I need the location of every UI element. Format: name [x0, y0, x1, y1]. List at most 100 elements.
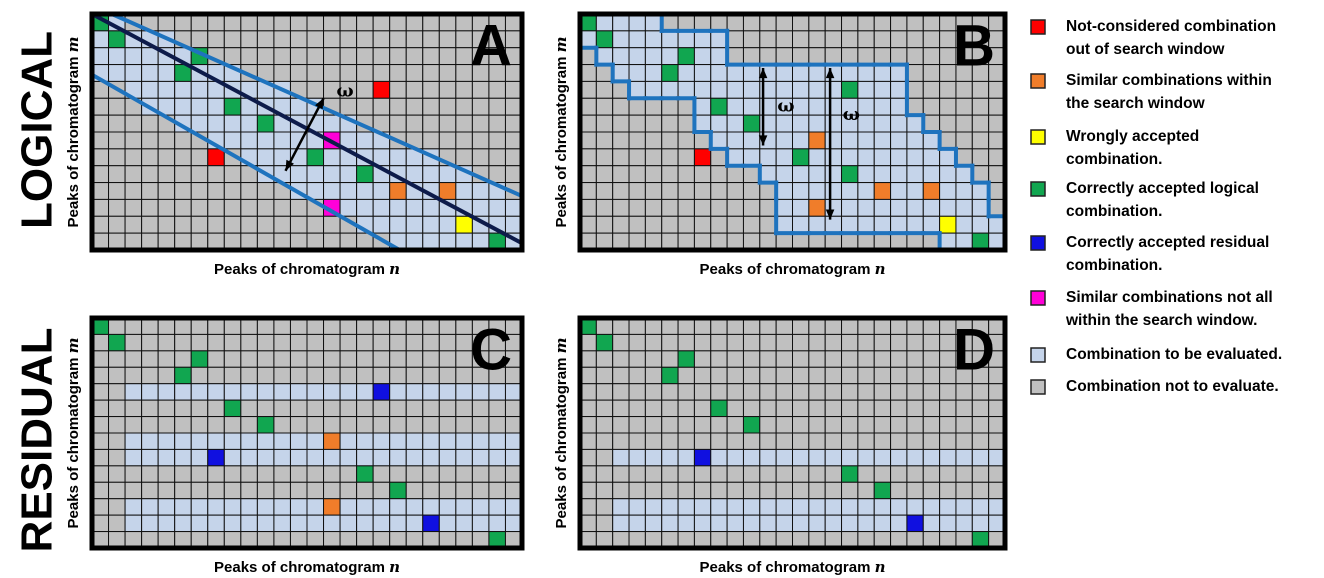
grid-cell — [488, 232, 506, 251]
grid-cell — [289, 448, 308, 467]
grid-cell — [971, 148, 990, 167]
grid-cell — [207, 399, 225, 418]
grid-cell — [971, 165, 990, 184]
grid-cell — [612, 215, 630, 234]
grid-cell — [455, 97, 473, 116]
grid-cell — [141, 432, 159, 450]
grid-cell — [323, 148, 341, 167]
grid-cell — [824, 182, 843, 200]
grid-cell — [323, 498, 341, 516]
grid-cell — [207, 383, 225, 401]
grid-cell — [824, 215, 843, 234]
grid-cell — [405, 80, 424, 99]
grid-cell — [693, 465, 712, 483]
grid-cell — [939, 416, 957, 434]
grid-cell — [372, 399, 391, 418]
grid-cell — [174, 232, 192, 251]
grid-cell — [256, 30, 275, 49]
grid-cell — [256, 498, 275, 516]
grid-cell — [857, 165, 875, 184]
grid-cell — [644, 481, 663, 500]
grid-cell — [256, 481, 275, 500]
grid-cell — [422, 30, 440, 49]
grid-cell — [922, 481, 941, 500]
grid-cell — [939, 182, 957, 200]
grid-cell — [971, 80, 990, 99]
grid-cell — [174, 399, 192, 418]
grid-cell — [873, 114, 892, 133]
grid-cell — [389, 448, 407, 467]
grid-cell — [628, 350, 646, 368]
grid-cell — [873, 481, 892, 500]
grid-cell — [906, 383, 924, 401]
grid-cell — [339, 383, 358, 401]
grid-cell — [405, 448, 424, 467]
x-axis-label-var: n — [875, 260, 886, 278]
grid-cell — [955, 131, 973, 150]
grid-cell — [759, 333, 777, 352]
grid-cell — [207, 366, 225, 385]
grid-cell — [389, 465, 407, 483]
grid-cell — [422, 432, 440, 450]
grid-cell — [644, 366, 663, 385]
grid-cell — [955, 148, 973, 167]
y-axis-label-var: m — [552, 37, 570, 53]
grid-cell — [628, 148, 646, 167]
grid-cell — [141, 165, 159, 184]
grid-cell — [141, 215, 159, 234]
grid-cell — [612, 514, 630, 533]
grid-cell — [873, 80, 892, 99]
grid-cell — [157, 432, 176, 450]
grid-cell — [742, 131, 761, 150]
grid-cell — [405, 165, 424, 184]
y-axis-label-var: m — [552, 338, 570, 354]
x-axis-label: Peaks of chromatogram n — [214, 260, 400, 278]
grid-cell — [873, 30, 892, 49]
grid-cell — [124, 114, 143, 133]
grid-cell — [759, 416, 777, 434]
grid-cell — [726, 148, 744, 167]
grid-cell — [922, 114, 941, 133]
grid-cell — [857, 215, 875, 234]
grid-cell — [710, 148, 728, 167]
grid-cell — [628, 165, 646, 184]
grid-cell — [339, 232, 358, 251]
grid-cell — [595, 198, 614, 217]
grid-cell — [890, 232, 908, 251]
grid-cell — [759, 448, 777, 467]
grid-cell — [873, 399, 892, 418]
grid-cell — [906, 465, 924, 483]
grid-cell — [405, 64, 424, 82]
y-axis-label: Peaks of chromatogram m — [552, 338, 570, 529]
grid-cell — [289, 30, 308, 49]
grid-cell — [422, 198, 440, 217]
grid-cell — [389, 366, 407, 385]
grid-cell — [661, 232, 679, 251]
grid-cell — [289, 333, 308, 352]
grid-cell — [323, 383, 341, 401]
grid-cell — [124, 383, 143, 401]
grid-cell — [693, 131, 712, 150]
panel-border — [89, 11, 525, 253]
grid-cell — [792, 114, 810, 133]
grid-cell — [873, 13, 892, 32]
grid-cell — [939, 148, 957, 167]
grid-cell — [438, 215, 457, 234]
grid-cell — [405, 47, 424, 66]
grid-cell — [710, 47, 728, 66]
grid-cell — [742, 399, 761, 418]
grid-cell — [389, 514, 407, 533]
grid-cell — [710, 333, 728, 352]
legend-item: Correctly accepted logical combination. — [1030, 180, 1259, 220]
grid-cell — [873, 131, 892, 150]
grid-cell — [841, 383, 859, 401]
grid-cell — [955, 165, 973, 184]
grid-cell — [971, 97, 990, 116]
grid-cell — [273, 232, 291, 251]
grid-cell — [661, 448, 679, 467]
grid-cell — [471, 131, 490, 150]
grid-cell — [455, 383, 473, 401]
legend-item: Not-considered combination out of search … — [1030, 18, 1276, 58]
grid-cell — [356, 165, 374, 184]
